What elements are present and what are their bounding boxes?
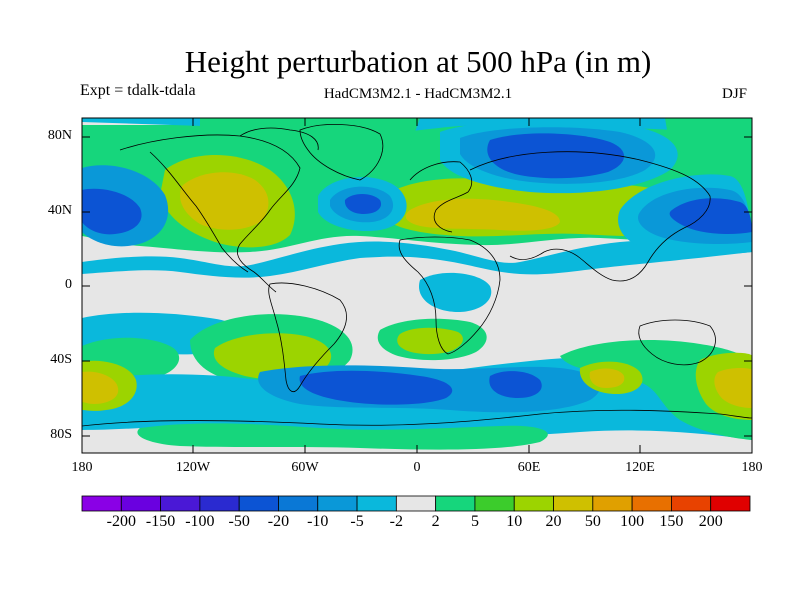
contour-blue-siberia-core (487, 133, 625, 179)
colorbar-swatch-15 (671, 495, 712, 512)
lat-label-80n: 80N (47, 128, 72, 143)
colorbar-label-4: -20 (267, 513, 290, 530)
contour-orange-sh-dateline-w (82, 371, 119, 404)
contour-yellow-sh-east (589, 368, 625, 388)
colorbar-swatch-2 (160, 495, 201, 512)
colorbar-swatch-8 (395, 495, 437, 512)
model-label: HadCM3M2.1 - HadCM3M2.1 (323, 86, 513, 102)
colorbar-label-5: -10 (307, 513, 329, 530)
lon-label-120e: 120E (625, 460, 655, 475)
colorbar-swatch-0 (81, 495, 122, 512)
colorbar-label-13: 100 (620, 513, 645, 530)
axis-ticks (82, 118, 752, 453)
colorbar-swatch-12 (553, 495, 594, 512)
lat-label-80s: 80S (50, 427, 72, 442)
colorbar-swatch-4 (238, 495, 279, 512)
colorbar-label-11: 20 (545, 513, 562, 530)
lon-label-180e: 180 (741, 460, 763, 475)
colorbar-label-7: -2 (389, 513, 403, 530)
experiment-label: Expt = tdalk-tdala (80, 82, 196, 99)
lon-label-0: 0 (413, 460, 421, 475)
lon-label-180w: 180 (71, 460, 93, 475)
colorbar-label-10: 10 (506, 513, 523, 530)
contour-green-polar-south (137, 423, 548, 450)
lat-label-eq: 0 (65, 277, 72, 292)
contour-blue-atlantic-low-core (344, 194, 382, 214)
contour-yellow-eurasia (405, 198, 560, 231)
colorbar-label-2: -100 (185, 513, 215, 530)
colorbar-swatch-11 (513, 495, 554, 512)
colorbar-label-14: 150 (659, 513, 684, 530)
colorbar-swatch-9 (435, 495, 476, 512)
contour-blue-sh-core-east (489, 371, 542, 398)
colorbar-label-9: 5 (470, 513, 479, 530)
season-label: DJF (722, 86, 748, 102)
colorbar-swatch-16 (710, 495, 751, 512)
colorbar-swatch-6 (317, 495, 358, 512)
colorbar-label-1: -150 (145, 513, 176, 530)
colorbar-swatch-5 (278, 495, 319, 512)
contour-field (82, 118, 752, 453)
lon-label-60w: 60W (291, 460, 319, 475)
contour-blue-sh-atlantic-tail (418, 272, 492, 312)
colorbar-swatch-3 (199, 495, 240, 512)
contour-green-arctic-ne (665, 118, 752, 159)
colorbar-label-0: -200 (106, 513, 136, 530)
contour-blue-sh-core (299, 370, 453, 405)
colorbar-label-3: -50 (228, 513, 250, 530)
colorbar-swatch-7 (356, 495, 397, 512)
colorbar-label-8: 2 (431, 513, 440, 530)
contour-orange-sh-dateline-e (714, 368, 752, 408)
lat-label-40n: 40N (47, 203, 72, 218)
contour-blue-pacific-low-core (82, 188, 142, 235)
contour-blue-subtropics-nh (82, 236, 752, 278)
colorbar-swatch-10 (474, 495, 515, 512)
contour-green-arctic (200, 118, 420, 149)
colorbar-swatch-14 (631, 495, 672, 512)
colorbar-swatch-13 (592, 495, 633, 512)
map-title: Height perturbation at 500 hPa (in m) (184, 44, 652, 79)
lon-label-120w: 120W (175, 460, 211, 475)
colorbar-label-12: 50 (584, 513, 601, 530)
lat-label-40s: 40S (50, 352, 72, 367)
lon-label-60e: 60E (517, 460, 541, 475)
colorbar-swatch-1 (120, 495, 161, 512)
colorbar-label-6: -5 (350, 513, 364, 530)
contour-yellowgreen-sh-atlantic (397, 327, 463, 355)
colorbar-label-15: 200 (698, 513, 723, 530)
coastlines (82, 124, 752, 427)
